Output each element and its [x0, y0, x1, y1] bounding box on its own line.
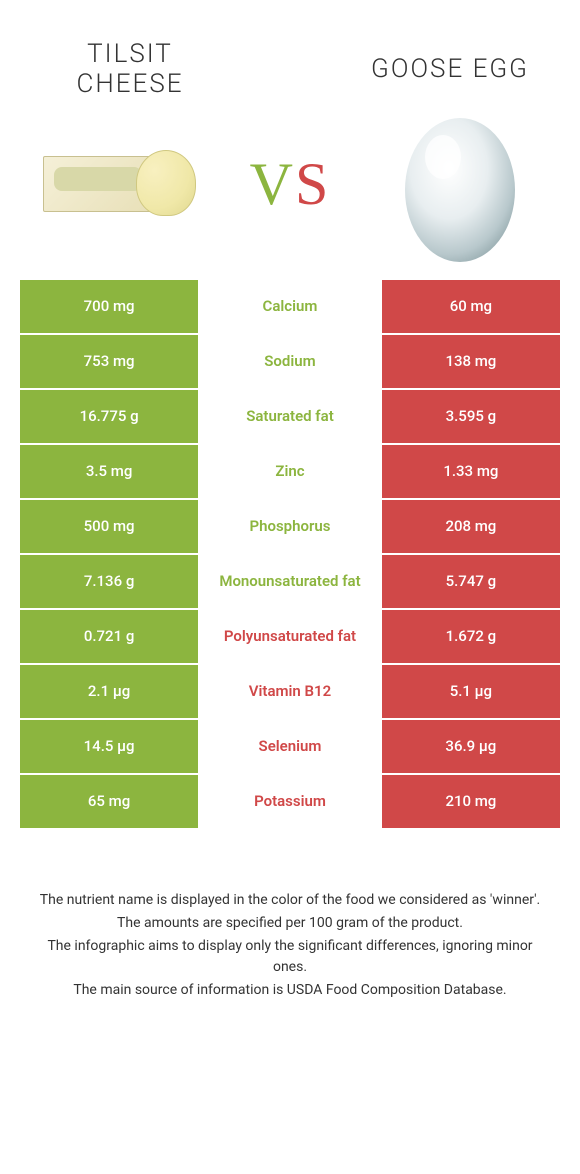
right-value-cell: 1.672 g — [382, 610, 560, 663]
footnote-line: The infographic aims to display only the… — [30, 936, 550, 978]
right-value-cell: 3.595 g — [382, 390, 560, 443]
left-value-cell: 753 mg — [20, 335, 198, 388]
vs-s-letter: S — [295, 151, 330, 217]
right-value-cell: 138 mg — [382, 335, 560, 388]
left-value-cell: 7.136 g — [20, 555, 198, 608]
nutrient-name-cell: Phosphorus — [198, 500, 382, 553]
nutrient-name-cell: Zinc — [198, 445, 382, 498]
left-value-cell: 16.775 g — [20, 390, 198, 443]
left-value-cell: 700 mg — [20, 280, 198, 333]
left-value-cell: 500 mg — [20, 500, 198, 553]
nutrient-row: 65 mgPotassium210 mg — [20, 775, 560, 828]
nutrient-name-cell: Vitamin B12 — [198, 665, 382, 718]
vs-v-letter: V — [250, 151, 295, 217]
left-value-cell: 65 mg — [20, 775, 198, 828]
nutrient-name-cell: Potassium — [198, 775, 382, 828]
nutrient-row: 2.1 µgVitamin B125.1 µg — [20, 665, 560, 718]
nutrient-name-cell: Calcium — [198, 280, 382, 333]
left-value-cell: 0.721 g — [20, 610, 198, 663]
nutrient-name-cell: Saturated fat — [198, 390, 382, 443]
footnotes: The nutrient name is displayed in the co… — [0, 830, 580, 1001]
egg-icon — [370, 120, 550, 250]
left-food-title: TILSITCHEESE — [30, 40, 230, 100]
nutrient-row: 700 mgCalcium60 mg — [20, 280, 560, 333]
left-value-cell: 3.5 mg — [20, 445, 198, 498]
right-value-cell: 208 mg — [382, 500, 560, 553]
footnote-line: The amounts are specified per 100 gram o… — [30, 913, 550, 934]
nutrient-name-cell: Monounsaturated fat — [198, 555, 382, 608]
cheese-icon — [30, 120, 210, 250]
vs-label: VS — [250, 150, 331, 219]
nutrient-name-cell: Sodium — [198, 335, 382, 388]
footnote-line: The main source of information is USDA F… — [30, 980, 550, 1001]
nutrient-row: 7.136 gMonounsaturated fat5.747 g — [20, 555, 560, 608]
nutrient-row: 500 mgPhosphorus208 mg — [20, 500, 560, 553]
left-value-cell: 2.1 µg — [20, 665, 198, 718]
right-value-cell: 1.33 mg — [382, 445, 560, 498]
nutrient-row: 16.775 gSaturated fat3.595 g — [20, 390, 560, 443]
nutrient-name-cell: Polyunsaturated fat — [198, 610, 382, 663]
header: TILSITCHEESE GOOSE EGG — [0, 0, 580, 110]
right-value-cell: 5.747 g — [382, 555, 560, 608]
nutrient-table: 700 mgCalcium60 mg753 mgSodium138 mg16.7… — [20, 280, 560, 828]
nutrient-row: 14.5 µgSelenium36.9 µg — [20, 720, 560, 773]
right-value-cell: 36.9 µg — [382, 720, 560, 773]
right-value-cell: 5.1 µg — [382, 665, 560, 718]
left-value-cell: 14.5 µg — [20, 720, 198, 773]
nutrient-name-cell: Selenium — [198, 720, 382, 773]
nutrient-row: 753 mgSodium138 mg — [20, 335, 560, 388]
nutrient-row: 3.5 mgZinc1.33 mg — [20, 445, 560, 498]
right-value-cell: 210 mg — [382, 775, 560, 828]
right-food-title: GOOSE EGG — [350, 55, 550, 85]
footnote-line: The nutrient name is displayed in the co… — [30, 890, 550, 911]
nutrient-row: 0.721 gPolyunsaturated fat1.672 g — [20, 610, 560, 663]
images-row: VS — [0, 110, 580, 280]
right-value-cell: 60 mg — [382, 280, 560, 333]
